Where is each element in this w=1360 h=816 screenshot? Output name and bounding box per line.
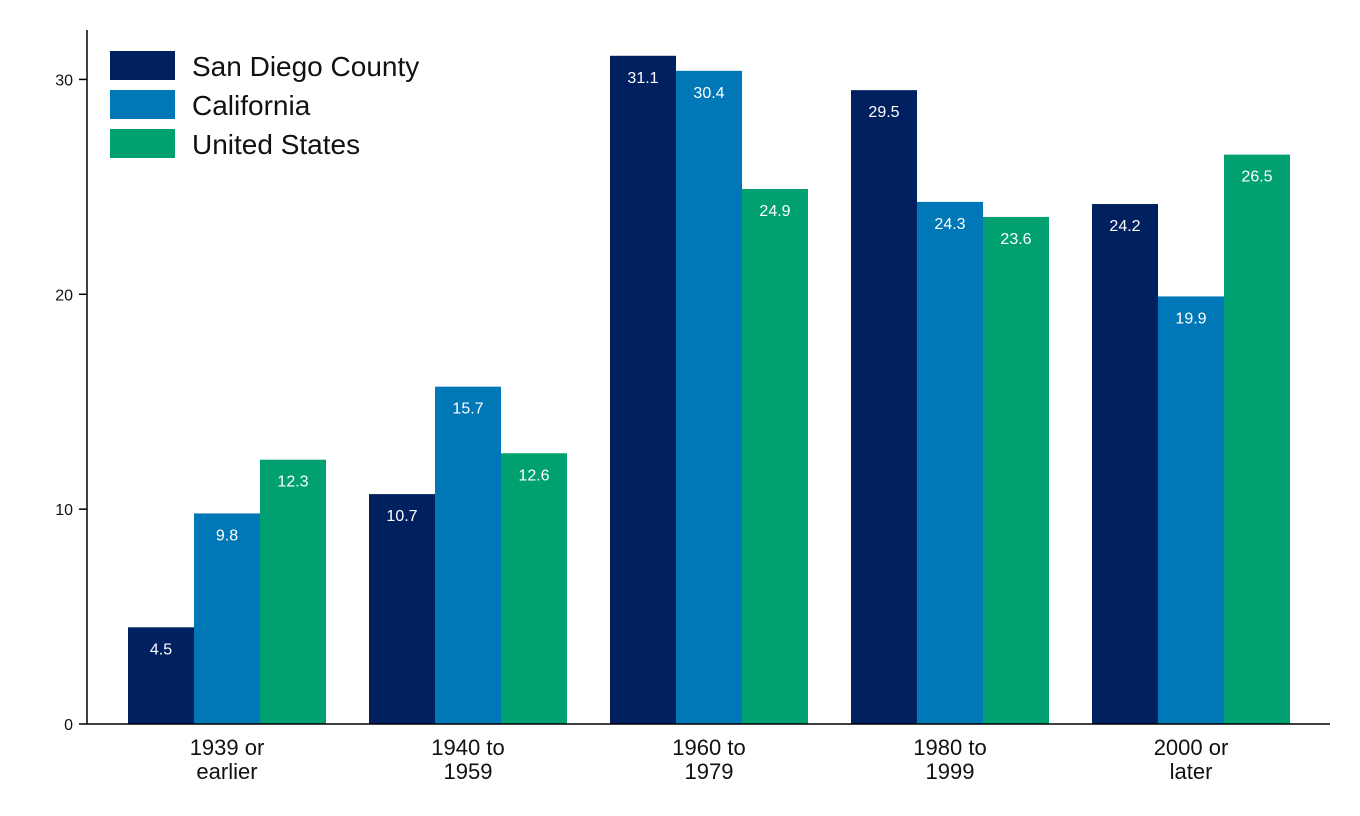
bars (128, 55, 1290, 725)
x-tick-label: 1939 or earlier (190, 735, 265, 784)
bar-value-label: 24.3 (934, 216, 965, 233)
bar-value-label: 12.3 (277, 474, 308, 491)
bar (435, 386, 501, 724)
bar (676, 70, 742, 724)
legend-swatch (110, 129, 175, 158)
x-axis: 1939 or earlier 1940 to 1959 1960 to 1979 1980… (87, 723, 1330, 784)
bar-value-label: 4.5 (150, 641, 172, 658)
bar (128, 627, 194, 724)
bar (983, 216, 1049, 725)
x-tick-label: 1960 to 1979 (672, 735, 745, 784)
bar-value-label: 24.2 (1109, 218, 1140, 235)
legend-swatch (110, 90, 175, 119)
bar (851, 90, 917, 724)
bar (742, 188, 808, 725)
y-tick-label: 0 (64, 717, 73, 734)
bar-value-label: 12.6 (518, 467, 549, 484)
bar (501, 453, 567, 724)
bar-value-label: 24.9 (759, 203, 790, 220)
x-tick-label-line: 1940 to (431, 735, 504, 760)
x-tick-label-line: 1979 (685, 759, 734, 784)
legend-label: United States (192, 129, 360, 160)
bar-value-label: 19.9 (1175, 310, 1206, 327)
legend-swatch (110, 51, 175, 80)
y-tick-label: 30 (55, 72, 73, 89)
x-tick-label-line: earlier (196, 759, 257, 784)
bar-value-label: 15.7 (452, 401, 483, 418)
x-tick-label-line: 1960 to (672, 735, 745, 760)
bar-value-label: 30.4 (693, 85, 724, 102)
bar (194, 513, 260, 724)
bar (1224, 154, 1290, 724)
x-tick-label-line: 1959 (444, 759, 493, 784)
x-tick-label-line: later (1170, 759, 1213, 784)
x-tick-label-line: 2000 or (1154, 735, 1229, 760)
bar (610, 55, 676, 725)
x-tick-label: 1940 to 1959 (431, 735, 504, 784)
bar (1092, 204, 1158, 724)
bar-value-label: 26.5 (1241, 169, 1272, 186)
bar (1158, 296, 1224, 724)
y-axis: 0 10 20 30 (55, 30, 88, 734)
y-tick-label: 20 (55, 287, 73, 304)
legend-label: San Diego County (192, 51, 419, 82)
legend: San Diego County California United States (110, 51, 419, 160)
bar-value-label: 10.7 (386, 508, 417, 525)
bar-value-label: 9.8 (216, 527, 238, 544)
x-tick-label-line: 1980 to (913, 735, 986, 760)
bar (917, 201, 983, 724)
bar-labels: 4.5 9.8 12.3 10.7 15.7 12.6 31.1 30.4 24.9 29.5 24… (150, 70, 1273, 659)
x-tick-label-line: 1939 or (190, 735, 265, 760)
bar (369, 494, 435, 724)
y-tick-label: 10 (55, 502, 73, 519)
x-tick-label: 2000 or later (1154, 735, 1229, 784)
bar-value-label: 23.6 (1000, 231, 1031, 248)
bar-value-label: 31.1 (627, 70, 658, 87)
x-tick-label-line: 1999 (926, 759, 975, 784)
bar (260, 459, 326, 724)
x-tick-label: 1980 to 1999 (913, 735, 986, 784)
legend-label: California (192, 90, 311, 121)
bar-value-label: 29.5 (868, 104, 899, 121)
